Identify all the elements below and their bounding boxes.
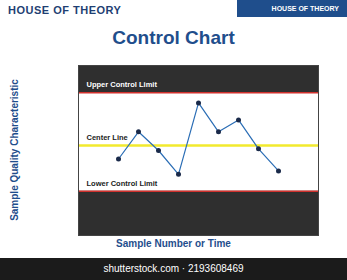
html-text:HOUSE OF THEORY: HOUSE OF THEORY [271,5,339,12]
html-text:Sample Number or Time: Sample Number or Time [116,238,231,249]
svg-text:Lower Control Limit: Lower Control Limit [87,179,158,188]
html-text:Control Chart: Control Chart [112,27,235,48]
html-text:HOUSE OF THEORY: HOUSE OF THEORY [8,4,122,16]
html-text:shutterstock.com · 2193608469: shutterstock.com · 2193608469 [103,263,244,274]
svg-text:Upper Control Limit: Upper Control Limit [87,80,158,89]
html-text:Sample Quality Characteristic: Sample Quality Characteristic [8,79,20,221]
svg-text:Center Line: Center Line [87,133,128,142]
